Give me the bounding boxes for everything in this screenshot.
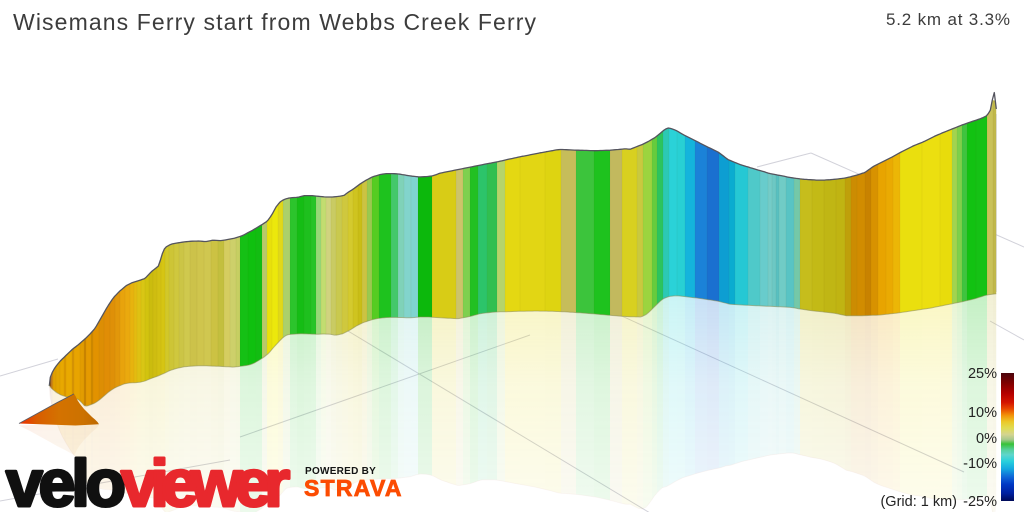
- svg-text:(Grid: 1 km): (Grid: 1 km): [880, 494, 957, 510]
- svg-text:velo: velo: [6, 446, 124, 512]
- svg-text:-10%: -10%: [963, 456, 997, 472]
- svg-text:viewer: viewer: [121, 446, 289, 512]
- svg-text:25%: 25%: [968, 366, 997, 382]
- svg-text:Wisemans Ferry start from Webb: Wisemans Ferry start from Webbs Creek Fe…: [13, 9, 537, 35]
- svg-text:-25%: -25%: [963, 494, 997, 510]
- svg-text:STRAVA: STRAVA: [304, 475, 402, 501]
- svg-text:0%: 0%: [976, 431, 997, 447]
- svg-text:10%: 10%: [968, 405, 997, 421]
- svg-text:POWERED BY: POWERED BY: [305, 466, 377, 477]
- svg-text:5.2 km at 3.3%: 5.2 km at 3.3%: [886, 10, 1010, 29]
